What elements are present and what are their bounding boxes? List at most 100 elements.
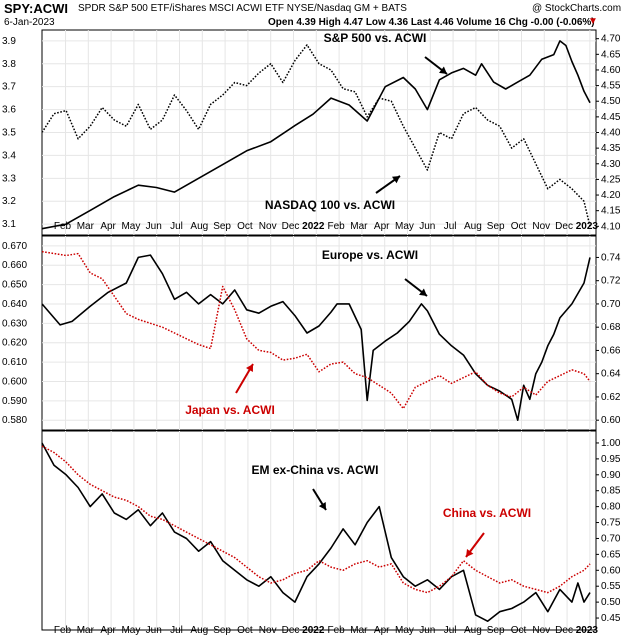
x-tick-label: May	[121, 221, 140, 232]
y-right-tick-label: 4.45	[601, 112, 621, 123]
x-tick-label: Oct	[511, 221, 527, 232]
y-right-tick-label: 0.62	[601, 392, 621, 403]
y-right-tick-label: 1.00	[601, 438, 621, 449]
x-tick-label: 2022	[302, 221, 325, 232]
x-tick-label: Nov	[259, 625, 277, 636]
series-line-middle-1	[41, 250, 591, 410]
x-tick-label: Nov	[532, 221, 550, 232]
y-right-tick-label: 0.70	[601, 533, 621, 544]
annotation-label: Europe vs. ACWI	[322, 248, 418, 262]
x-tick-label: Feb	[327, 221, 345, 232]
y-left-tick-label: 0.620	[2, 338, 27, 349]
y-left-tick-label: 3.6	[2, 105, 16, 116]
x-tick-label: Nov	[259, 221, 277, 232]
y-left-tick-label: 0.660	[2, 260, 27, 271]
x-tick-label: 2023	[576, 625, 599, 636]
y-right-tick-label: 0.72	[601, 276, 621, 287]
x-tick-label: May	[395, 625, 414, 636]
series-line-top-0	[41, 40, 591, 230]
x-tick-label: Jul	[444, 625, 457, 636]
x-tick-label: May	[121, 625, 140, 636]
x-tick-label: Oct	[237, 221, 253, 232]
x-tick-label: Apr	[100, 625, 116, 636]
x-tick-label: Nov	[532, 625, 550, 636]
annotation-label: China vs. ACWI	[443, 506, 531, 520]
y-right-tick-label: 4.10	[601, 221, 621, 232]
y-right-tick-label: 0.50	[601, 597, 621, 608]
x-tick-label: Aug	[190, 625, 208, 636]
x-tick-label: Dec	[282, 221, 300, 232]
y-right-tick-label: 0.95	[601, 454, 621, 465]
x-tick-label: Dec	[555, 625, 573, 636]
y-right-tick-label: 4.55	[601, 81, 621, 92]
x-tick-label: Sep	[487, 625, 505, 636]
y-right-tick-label: 0.68	[601, 322, 621, 333]
annotation-label: Japan vs. ACWI	[185, 403, 275, 417]
y-right-tick-label: 0.90	[601, 470, 621, 481]
x-tick-label: Jun	[146, 625, 162, 636]
x-tick-label: Oct	[237, 625, 253, 636]
y-right-tick-label: 4.60	[601, 65, 621, 76]
x-tick-label: Mar	[350, 625, 368, 636]
y-right-tick-label: 0.60	[601, 415, 621, 426]
y-left-tick-label: 0.600	[2, 376, 27, 387]
series-line-bottom-0	[41, 442, 591, 622]
y-right-tick-label: 4.30	[601, 159, 621, 170]
ohlc-readout: Open 4.39 High 4.47 Low 4.36 Last 4.46 V…	[268, 17, 595, 28]
x-tick-label: Dec	[555, 221, 573, 232]
x-tick-label: Feb	[54, 625, 72, 636]
y-right-tick-label: 0.70	[601, 299, 621, 310]
y-left-tick-label: 0.640	[2, 299, 27, 310]
y-right-tick-label: 0.60	[601, 565, 621, 576]
annotation-arrowhead	[419, 288, 427, 296]
y-right-tick-label: 0.45	[601, 613, 621, 624]
annotation-arrowhead	[391, 176, 400, 184]
y-left-tick-label: 3.5	[2, 128, 16, 139]
y-left-tick-label: 0.580	[2, 415, 27, 426]
y-right-tick-label: 4.50	[601, 96, 621, 107]
date-label: 6-Jan-2023	[4, 17, 55, 28]
annotation-label: EM ex-China vs. ACWI	[252, 463, 379, 477]
y-right-tick-label: 4.35	[601, 143, 621, 154]
annotation-arrowhead	[318, 501, 326, 510]
x-tick-label: Aug	[464, 625, 482, 636]
y-right-tick-label: 0.64	[601, 369, 621, 380]
y-left-tick-label: 0.650	[2, 280, 27, 291]
x-tick-label: Jul	[170, 221, 183, 232]
x-tick-label: Jul	[170, 625, 183, 636]
y-right-tick-label: 4.15	[601, 206, 621, 217]
y-left-tick-label: 3.3	[2, 173, 16, 184]
x-tick-label: Jul	[444, 221, 457, 232]
x-tick-label: Apr	[374, 221, 390, 232]
chg-down-icon: ▼	[588, 16, 598, 27]
y-left-tick-label: 3.1	[2, 219, 16, 230]
annotation-arrowhead	[466, 549, 474, 557]
annotation-arrowhead	[439, 66, 447, 74]
annotation-label: S&P 500 vs. ACWI	[324, 31, 427, 45]
y-right-tick-label: 0.85	[601, 486, 621, 497]
symbol-label: SPY:ACWI	[4, 1, 69, 16]
panel-frame-bottom	[41, 430, 597, 631]
x-tick-label: Sep	[487, 221, 505, 232]
y-right-tick-label: 4.40	[601, 128, 621, 139]
watermark: @ StockCharts.com	[532, 3, 622, 14]
y-left-tick-label: 3.9	[2, 36, 16, 47]
y-left-tick-label: 3.8	[2, 59, 16, 70]
x-tick-label: Jun	[419, 221, 435, 232]
x-tick-label: Feb	[327, 625, 345, 636]
x-tick-label: May	[395, 221, 414, 232]
y-left-tick-label: 0.590	[2, 396, 27, 407]
annotation-arrowhead	[246, 364, 253, 373]
x-tick-label: Mar	[77, 625, 95, 636]
annotation-label: NASDAQ 100 vs. ACWI	[265, 198, 395, 212]
y-left-tick-label: 0.630	[2, 318, 27, 329]
series-line-top-1	[41, 44, 591, 227]
y-left-tick-label: 3.4	[2, 150, 16, 161]
x-tick-label: Oct	[511, 625, 527, 636]
x-tick-label: Mar	[77, 221, 95, 232]
y-right-tick-label: 0.66	[601, 345, 621, 356]
x-tick-label: Aug	[190, 221, 208, 232]
x-tick-label: Dec	[282, 625, 300, 636]
